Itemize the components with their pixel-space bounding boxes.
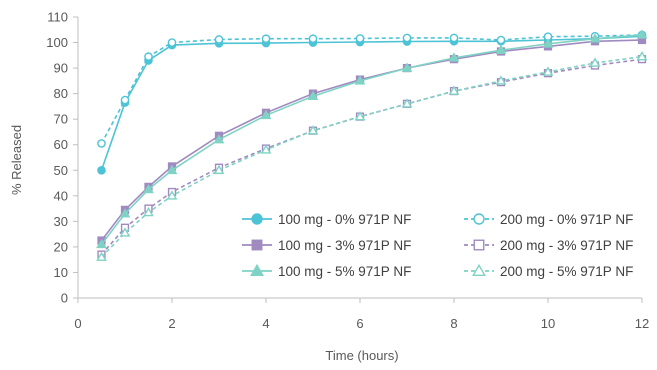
data-point — [448, 85, 460, 95]
data-point — [97, 139, 106, 148]
data-point — [473, 213, 485, 225]
data-point — [307, 90, 319, 100]
data-point — [448, 52, 460, 62]
legend-item: 200 mg - 3% 971P NF — [464, 238, 633, 253]
y-tick-label: 50 — [54, 163, 68, 178]
data-point — [495, 75, 507, 85]
data-point — [261, 34, 271, 44]
data-point — [401, 98, 413, 108]
y-tick-label: 20 — [54, 239, 68, 254]
x-axis-title: Time (hours) — [325, 348, 398, 363]
legend-item: 100 mg - 3% 971P NF — [242, 238, 411, 253]
legend-item: 200 mg - 5% 971P NF — [464, 263, 633, 279]
legend-label: 100 mg - 5% 971P NF — [278, 264, 411, 279]
x-tick-label: 0 — [74, 316, 81, 331]
data-point — [496, 35, 506, 45]
data-point — [542, 38, 554, 48]
data-point — [251, 239, 263, 251]
data-point — [472, 263, 486, 277]
legend-label: 200 mg - 0% 971P NF — [500, 212, 633, 227]
legend-item: 100 mg - 5% 971P NF — [242, 263, 411, 279]
data-point — [143, 183, 154, 194]
data-point — [449, 33, 459, 43]
data-point — [636, 51, 648, 61]
data-point — [473, 239, 485, 251]
series-1 — [97, 31, 647, 175]
data-point — [120, 95, 130, 105]
series-line — [100, 34, 643, 245]
x-tick-label: 12 — [635, 316, 649, 331]
data-point — [495, 44, 507, 55]
data-point — [589, 57, 601, 67]
series-4 — [97, 55, 647, 259]
legend: 100 mg - 0% 971P NF 200 mg - 0% 971P NF 10… — [242, 212, 633, 279]
data-point — [214, 35, 224, 44]
data-point — [144, 52, 153, 61]
y-tick-label: 100 — [46, 35, 68, 50]
y-tick-label: 80 — [54, 86, 68, 101]
y-tick-label: 30 — [54, 214, 68, 229]
data-point — [636, 29, 648, 39]
data-point — [97, 165, 106, 175]
x-tick-label: 4 — [262, 316, 269, 331]
data-point — [96, 238, 107, 249]
legend-item: 100 mg - 0% 971P NF — [242, 212, 411, 227]
data-point — [308, 34, 318, 44]
y-axis-title: % Released — [9, 125, 24, 195]
legend-label: 100 mg - 0% 971P NF — [278, 212, 411, 227]
y-tick-label: 40 — [54, 188, 68, 203]
data-point — [401, 62, 413, 72]
data-point — [143, 206, 154, 217]
y-tick-label: 70 — [54, 112, 68, 127]
legend-label: 200 mg - 3% 971P NF — [500, 238, 633, 253]
series-5 — [96, 29, 648, 249]
data-point — [213, 134, 225, 144]
x-tick-label: 10 — [541, 316, 555, 331]
data-point — [402, 33, 412, 43]
data-point — [542, 66, 554, 76]
data-point — [354, 111, 366, 121]
series-line — [100, 35, 643, 171]
data-point — [119, 208, 131, 218]
legend-label: 100 mg - 3% 971P NF — [278, 238, 411, 253]
data-point — [166, 190, 178, 200]
data-point — [251, 213, 263, 225]
axes: 0 10 20 30 40 50 60 70 80 90 100 110 0 2 4 6 8 10 12 — [46, 10, 649, 332]
series-group — [96, 29, 648, 261]
series-6 — [96, 51, 648, 261]
legend-label: 200 mg - 5% 971P NF — [500, 264, 633, 279]
x-tick-label: 6 — [356, 316, 363, 331]
data-point — [166, 164, 178, 175]
series-line — [100, 55, 643, 258]
y-tick-label: 10 — [54, 265, 68, 280]
data-point — [119, 227, 131, 237]
data-point — [213, 164, 225, 175]
series-line — [100, 34, 643, 144]
y-tick-label: 0 — [61, 291, 68, 306]
data-point — [260, 109, 272, 120]
y-tick-label: 60 — [54, 137, 68, 152]
data-point — [307, 125, 319, 135]
x-tick-label: 2 — [168, 316, 175, 331]
x-tick-label: 8 — [450, 316, 457, 331]
series-2 — [97, 30, 647, 148]
y-tick-label: 90 — [54, 61, 68, 76]
data-point — [260, 144, 272, 154]
data-point — [167, 38, 177, 47]
y-tick-label: 110 — [47, 10, 68, 25]
data-point — [589, 33, 601, 43]
data-point — [354, 75, 366, 85]
legend-item: 200 mg - 0% 971P NF — [464, 212, 633, 227]
data-point — [250, 263, 264, 277]
data-point — [96, 251, 107, 261]
data-point — [355, 34, 365, 43]
